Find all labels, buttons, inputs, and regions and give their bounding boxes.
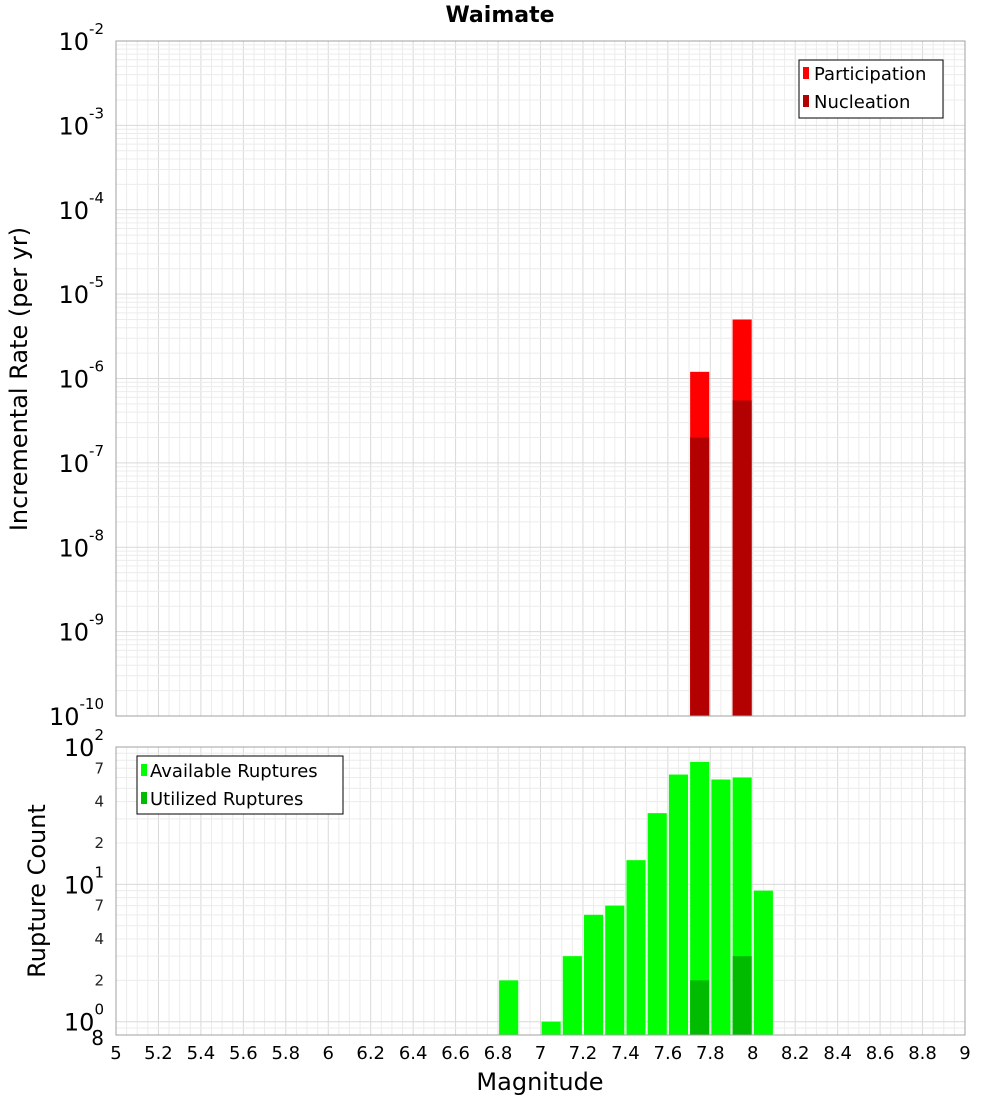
- legend-swatch-nucleation: [803, 95, 809, 107]
- x-tick-labels: 5 5.2 5.4 5.6 5.8 6 6.2 6.4 6.6 6.8 7 7.2 7.4 7.6 7.8 8…: [110, 1043, 970, 1064]
- x-tick-label: 8.4: [823, 1043, 852, 1064]
- y-minor-tick-label: 8: [91, 1026, 104, 1050]
- bottom-bars: [499, 761, 773, 1035]
- top-legend: Participation Nucleation: [798, 59, 944, 119]
- bar-available-ruptures-7: [647, 813, 667, 1035]
- bar-available-ruptures-9: [690, 761, 710, 1035]
- x-tick-label: 6: [323, 1043, 334, 1064]
- x-tick-label: 8: [747, 1043, 758, 1064]
- y-minor-tick-label: 7: [94, 759, 104, 777]
- x-tick-label: 9: [959, 1043, 970, 1064]
- legend-label-participation: Participation: [814, 64, 926, 85]
- bar-available-ruptures-12: [753, 890, 773, 1035]
- top-y-tick-labels: 10-10 10-9 10-8 10-7 10-6 10-5 10-4 10-3 10-2: [49, 20, 104, 731]
- bar-available-ruptures-5: [605, 905, 625, 1035]
- top-y-axis-label: Incremental Rate (per yr): [5, 227, 33, 531]
- x-tick-label: 7.8: [696, 1043, 725, 1064]
- legend-swatch-utilized-ruptures: [141, 792, 147, 804]
- x-tick-label: 7: [535, 1043, 546, 1064]
- bar-available-ruptures-0: [499, 980, 519, 1035]
- y-tick-label: 10-7: [58, 442, 104, 478]
- x-tick-label: 5.4: [187, 1043, 216, 1064]
- bar-available-ruptures-6: [626, 860, 646, 1035]
- legend-swatch-participation: [803, 67, 809, 79]
- y-minor-tick-label: 4: [94, 793, 104, 811]
- bar-available-ruptures-2: [541, 1021, 561, 1035]
- x-axis-label: Magnitude: [476, 1068, 603, 1096]
- y-tick-label: 10-5: [58, 273, 104, 309]
- bar-nucleation-0: [690, 437, 710, 716]
- bottom-y-axis-label: Rupture Count: [23, 804, 51, 978]
- legend-label-utilized-ruptures: Utilized Ruptures: [150, 789, 303, 810]
- bottom-plot-frame: [115, 746, 966, 1036]
- y-tick-label: 10-3: [58, 104, 104, 140]
- x-tick-label: 5.6: [229, 1043, 258, 1064]
- x-tick-label: 5.2: [144, 1043, 173, 1064]
- y-tick-label: 10-9: [58, 611, 104, 647]
- bar-utilized-ruptures-1: [732, 956, 752, 1035]
- y-minor-tick-label: 4: [94, 930, 104, 948]
- y-minor-tick-label: 7: [94, 897, 104, 915]
- bar-available-ruptures-4: [584, 914, 604, 1035]
- bottom-legend-box: [136, 755, 344, 815]
- x-tick-label: 8.2: [781, 1043, 810, 1064]
- x-tick-label: 6.8: [484, 1043, 513, 1064]
- bar-available-ruptures-10: [711, 779, 731, 1035]
- x-tick-label: 7.6: [654, 1043, 683, 1064]
- top-grid: [115, 40, 966, 717]
- bar-available-ruptures-8: [668, 774, 689, 1035]
- chart-title: Waimate: [445, 3, 554, 28]
- bar-nucleation-1: [732, 400, 752, 716]
- bar-utilized-ruptures-0: [690, 980, 710, 1035]
- y-tick-label: 10-8: [58, 526, 104, 562]
- x-tick-label: 7.4: [611, 1043, 640, 1064]
- x-tick-label: 7.2: [569, 1043, 598, 1064]
- y-tick-label: 101: [64, 863, 104, 899]
- x-tick-label: 6.4: [399, 1043, 428, 1064]
- y-tick-label: 102: [64, 726, 104, 762]
- legend-label-nucleation: Nucleation: [814, 92, 910, 113]
- bottom-legend: Available Ruptures Utilized Ruptures: [136, 755, 344, 815]
- x-tick-label: 8.6: [866, 1043, 895, 1064]
- y-tick-label: 10-2: [58, 20, 104, 56]
- y-tick-label: 10-10: [49, 695, 104, 731]
- bar-available-ruptures-3: [562, 956, 582, 1035]
- y-tick-label: 10-6: [58, 358, 104, 394]
- y-tick-label: 100: [64, 1001, 104, 1037]
- legend-label-available-ruptures: Available Ruptures: [150, 761, 318, 782]
- x-tick-label: 5.8: [271, 1043, 300, 1064]
- top-bars: [690, 319, 752, 716]
- y-minor-tick-label: 2: [94, 971, 104, 989]
- x-tick-label: 8.8: [908, 1043, 937, 1064]
- x-tick-label: 5: [110, 1043, 121, 1064]
- x-tick-label: 6.6: [441, 1043, 470, 1064]
- legend-swatch-available-ruptures: [141, 764, 147, 776]
- top-plot-frame: [115, 40, 966, 717]
- y-tick-label: 10-4: [58, 189, 104, 225]
- bottom-y-tick-labels: 100 101 102 8 2 4 7 2 4 7: [64, 726, 104, 1050]
- x-tick-label: 6.2: [356, 1043, 385, 1064]
- top-legend-box: [798, 59, 944, 119]
- y-minor-tick-label: 2: [94, 834, 104, 852]
